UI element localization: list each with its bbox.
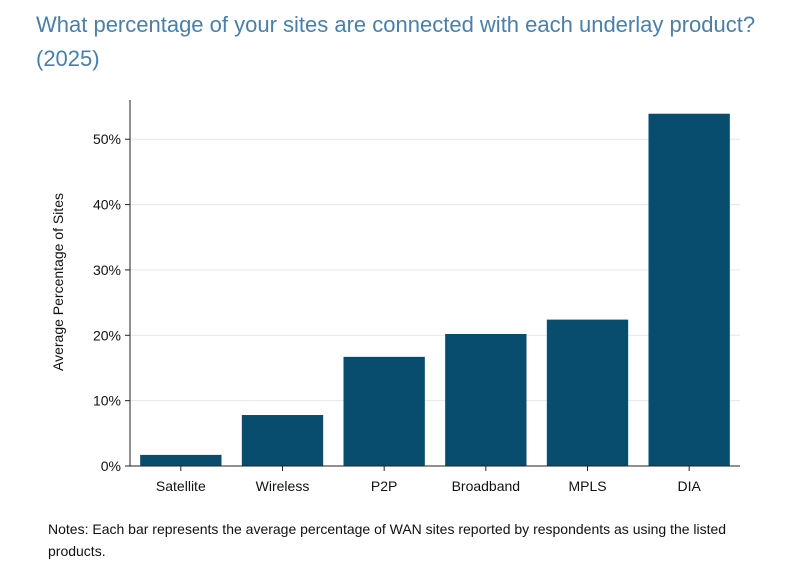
y-tick-label: 50% bbox=[93, 131, 121, 147]
x-tick-label: Broadband bbox=[452, 478, 521, 494]
bar-satellite bbox=[140, 454, 222, 466]
bar-chart: Average Percentage of Sites Satellite Wir… bbox=[50, 100, 740, 494]
y-tick-label: 40% bbox=[93, 197, 121, 213]
x-tick-label: DIA bbox=[677, 478, 701, 494]
y-tick-label: 10% bbox=[93, 393, 121, 409]
bar-wireless bbox=[241, 415, 324, 466]
bar-broadband bbox=[445, 333, 527, 466]
x-tick-label: Wireless bbox=[256, 478, 310, 494]
x-tick-label: Satellite bbox=[156, 478, 206, 494]
bar-p2p bbox=[343, 356, 425, 466]
bar-mpls bbox=[546, 319, 629, 466]
chart-notes: Notes: Each bar represents the average p… bbox=[48, 521, 727, 559]
y-tick-label: 30% bbox=[93, 262, 121, 278]
y-tick-label: 20% bbox=[93, 327, 121, 343]
bar-dia bbox=[648, 113, 730, 466]
y-tick-label: 0% bbox=[101, 458, 121, 474]
x-tick-label: MPLS bbox=[568, 478, 606, 494]
chart-title: What percentage of your sites are connec… bbox=[36, 12, 756, 71]
y-axis-label: Average Percentage of Sites bbox=[50, 193, 66, 371]
x-tick-label: P2P bbox=[371, 478, 397, 494]
